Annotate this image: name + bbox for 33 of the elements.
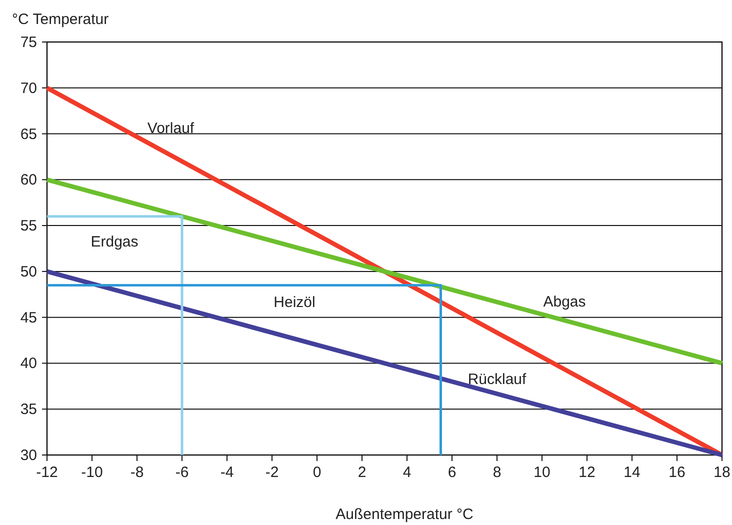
x-axis-title: Außentemperatur °C xyxy=(336,506,474,523)
series-label: Vorlauf xyxy=(147,120,195,138)
x-tick-label: 16 xyxy=(668,464,686,481)
y-tick-label: 35 xyxy=(20,401,37,418)
x-tick-label: -4 xyxy=(220,464,234,481)
x-tick-label: -12 xyxy=(36,464,58,481)
x-tick-label: 14 xyxy=(624,464,640,481)
x-tick-label: -10 xyxy=(81,464,103,481)
x-tick-label: 10 xyxy=(534,464,550,481)
x-tick-label: 18 xyxy=(714,464,730,481)
x-tick-label: 4 xyxy=(402,464,412,481)
x-tick-label: -2 xyxy=(265,464,279,481)
y-tick-label: 45 xyxy=(20,309,37,326)
y-tick-label: 65 xyxy=(20,126,37,143)
x-tick-label: -8 xyxy=(130,464,144,481)
y-tick-label: 50 xyxy=(20,263,37,280)
series-label: Abgas xyxy=(543,293,586,310)
x-tick-label: 12 xyxy=(578,464,596,481)
x-tick-label: 2 xyxy=(358,464,366,481)
series-label: Erdgas xyxy=(90,233,138,250)
y-tick-label: 55 xyxy=(20,218,37,235)
y-tick-label: 70 xyxy=(20,80,37,97)
series-label: Heizöl xyxy=(274,294,316,312)
y-tick-label: 60 xyxy=(20,172,37,189)
y-tick-label: 40 xyxy=(20,355,37,372)
y-tick-label: 30 xyxy=(20,447,37,464)
x-tick-label: 6 xyxy=(448,464,456,481)
y-axis-title: °C Temperatur xyxy=(12,11,109,28)
x-tick-label: -6 xyxy=(175,464,189,481)
series-label: Rücklauf xyxy=(468,370,528,388)
y-tick-label: 75 xyxy=(20,34,37,51)
x-tick-label: 0 xyxy=(312,464,322,481)
x-tick-label: 8 xyxy=(492,464,502,481)
